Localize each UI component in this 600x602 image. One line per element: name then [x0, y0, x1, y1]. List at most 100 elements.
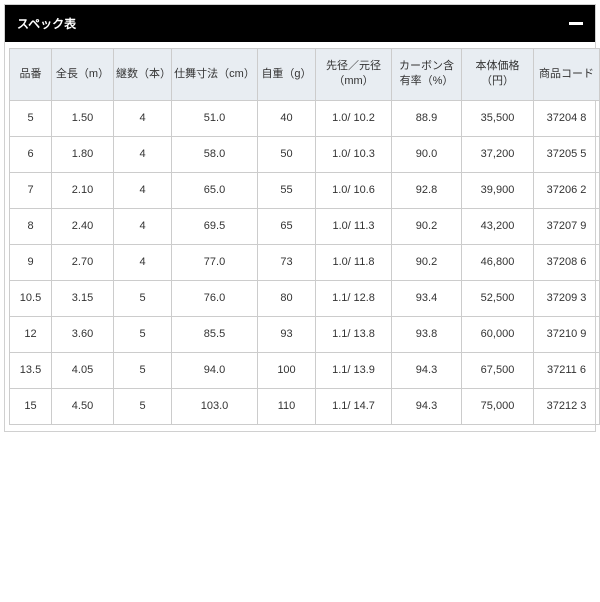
col-header: 継数（本）: [114, 49, 172, 101]
table-cell: 110: [258, 388, 316, 424]
table-cell: 40: [258, 100, 316, 136]
col-header: 先径／元径（mm）: [316, 49, 392, 101]
col-header: 品番: [10, 49, 52, 101]
table-cell: 90.2: [392, 208, 462, 244]
table-cell: 4.05: [52, 352, 114, 388]
table-cell: 6: [10, 136, 52, 172]
table-cell: 1.1/ 14.7: [316, 388, 392, 424]
table-cell: 93.4: [392, 280, 462, 316]
table-cell: 94.3: [392, 388, 462, 424]
table-cell: 39,900: [462, 172, 534, 208]
col-header: カーボン含有率（%）: [392, 49, 462, 101]
table-cell: 37208 6: [534, 244, 600, 280]
table-row: 123.60585.5931.1/ 13.893.860,00037210 9: [10, 316, 600, 352]
spec-panel: スペック表 品番 全長（m） 継数（本） 仕舞寸法（cm） 自重（g） 先径／元…: [4, 4, 596, 432]
table-cell: 1.80: [52, 136, 114, 172]
table-row: 13.54.05594.01001.1/ 13.994.367,50037211…: [10, 352, 600, 388]
table-row: 92.70477.0731.0/ 11.890.246,80037208 6: [10, 244, 600, 280]
table-cell: 4: [114, 136, 172, 172]
table-cell: 46,800: [462, 244, 534, 280]
col-header: 商品コード: [534, 49, 600, 101]
table-cell: 69.5: [172, 208, 258, 244]
table-cell: 10.5: [10, 280, 52, 316]
table-cell: 43,200: [462, 208, 534, 244]
table-wrapper: 品番 全長（m） 継数（本） 仕舞寸法（cm） 自重（g） 先径／元径（mm） …: [5, 42, 595, 431]
table-cell: 2.70: [52, 244, 114, 280]
table-row: 154.505103.01101.1/ 14.794.375,00037212 …: [10, 388, 600, 424]
table-cell: 1.50: [52, 100, 114, 136]
table-cell: 13.5: [10, 352, 52, 388]
table-cell: 55: [258, 172, 316, 208]
spec-table: 品番 全長（m） 継数（本） 仕舞寸法（cm） 自重（g） 先径／元径（mm） …: [9, 48, 600, 425]
table-cell: 94.0: [172, 352, 258, 388]
table-cell: 9: [10, 244, 52, 280]
table-cell: 60,000: [462, 316, 534, 352]
table-cell: 88.9: [392, 100, 462, 136]
table-cell: 65.0: [172, 172, 258, 208]
table-cell: 2.10: [52, 172, 114, 208]
table-cell: 90.0: [392, 136, 462, 172]
table-cell: 90.2: [392, 244, 462, 280]
table-cell: 5: [114, 352, 172, 388]
col-header: 仕舞寸法（cm）: [172, 49, 258, 101]
table-cell: 15: [10, 388, 52, 424]
table-header-row: 品番 全長（m） 継数（本） 仕舞寸法（cm） 自重（g） 先径／元径（mm） …: [10, 49, 600, 101]
table-cell: 94.3: [392, 352, 462, 388]
table-row: 72.10465.0551.0/ 10.692.839,90037206 2: [10, 172, 600, 208]
table-cell: 37204 8: [534, 100, 600, 136]
table-cell: 4: [114, 244, 172, 280]
table-cell: 58.0: [172, 136, 258, 172]
panel-title: スペック表: [17, 15, 76, 32]
table-cell: 93: [258, 316, 316, 352]
table-cell: 5: [114, 316, 172, 352]
table-cell: 5: [10, 100, 52, 136]
col-header: 全長（m）: [52, 49, 114, 101]
table-cell: 76.0: [172, 280, 258, 316]
table-cell: 37205 5: [534, 136, 600, 172]
table-cell: 37206 2: [534, 172, 600, 208]
table-cell: 93.8: [392, 316, 462, 352]
table-cell: 37,200: [462, 136, 534, 172]
table-cell: 75,000: [462, 388, 534, 424]
table-cell: 1.1/ 12.8: [316, 280, 392, 316]
table-head: 品番 全長（m） 継数（本） 仕舞寸法（cm） 自重（g） 先径／元径（mm） …: [10, 49, 600, 101]
table-row: 10.53.15576.0801.1/ 12.893.452,50037209 …: [10, 280, 600, 316]
table-row: 82.40469.5651.0/ 11.390.243,20037207 9: [10, 208, 600, 244]
table-cell: 1.0/ 10.3: [316, 136, 392, 172]
table-row: 61.80458.0501.0/ 10.390.037,20037205 5: [10, 136, 600, 172]
table-cell: 1.1/ 13.9: [316, 352, 392, 388]
table-cell: 5: [114, 388, 172, 424]
table-cell: 67,500: [462, 352, 534, 388]
table-cell: 1.1/ 13.8: [316, 316, 392, 352]
table-cell: 50: [258, 136, 316, 172]
table-cell: 37211 6: [534, 352, 600, 388]
table-cell: 37209 3: [534, 280, 600, 316]
table-cell: 77.0: [172, 244, 258, 280]
table-cell: 37210 9: [534, 316, 600, 352]
table-cell: 4: [114, 172, 172, 208]
table-cell: 92.8: [392, 172, 462, 208]
table-cell: 37212 3: [534, 388, 600, 424]
table-cell: 52,500: [462, 280, 534, 316]
table-cell: 2.40: [52, 208, 114, 244]
table-cell: 5: [114, 280, 172, 316]
table-cell: 103.0: [172, 388, 258, 424]
col-header: 本体価格（円）: [462, 49, 534, 101]
table-cell: 1.0/ 11.3: [316, 208, 392, 244]
table-cell: 100: [258, 352, 316, 388]
table-cell: 4: [114, 208, 172, 244]
minus-icon[interactable]: [569, 22, 583, 25]
table-cell: 3.15: [52, 280, 114, 316]
table-cell: 4: [114, 100, 172, 136]
table-cell: 7: [10, 172, 52, 208]
table-cell: 3.60: [52, 316, 114, 352]
table-body: 51.50451.0401.0/ 10.288.935,50037204 861…: [10, 100, 600, 424]
table-cell: 35,500: [462, 100, 534, 136]
table-cell: 80: [258, 280, 316, 316]
table-row: 51.50451.0401.0/ 10.288.935,50037204 8: [10, 100, 600, 136]
table-cell: 73: [258, 244, 316, 280]
table-cell: 37207 9: [534, 208, 600, 244]
table-cell: 4.50: [52, 388, 114, 424]
table-cell: 1.0/ 11.8: [316, 244, 392, 280]
panel-header[interactable]: スペック表: [5, 5, 595, 42]
